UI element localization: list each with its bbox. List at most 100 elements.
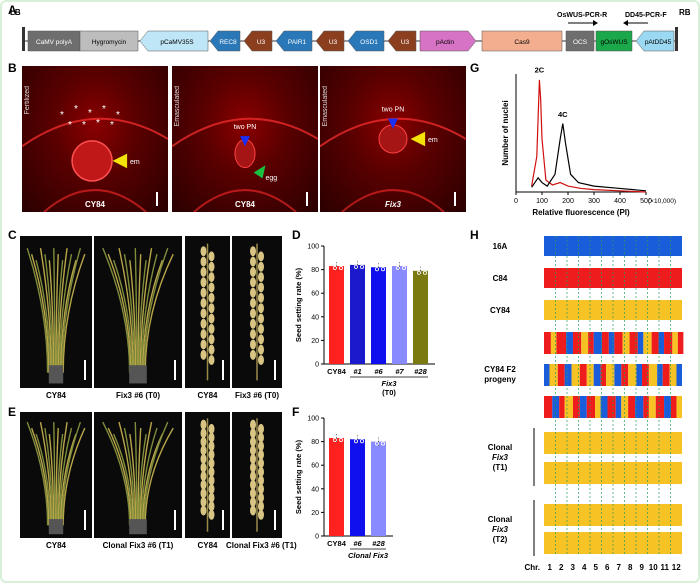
micrograph-1: * * * * * * * * * em Fertilized CY84 — [22, 66, 168, 212]
flow-cytometry-chart: 0 100 200 300 400 500(×10,000) Relative fluore… — [501, 65, 676, 217]
micrograph-side-label-2: Emasculated — [174, 86, 181, 127]
x-tick-label: 0 — [514, 198, 518, 205]
genotype-bar-f2-2 — [552, 396, 560, 418]
genotype-bar-f2-2 — [621, 396, 629, 418]
genotype-bar-f2-0 — [658, 332, 665, 354]
two-pn-label-3: two PN — [382, 106, 405, 113]
data-point — [414, 266, 419, 271]
x-tick-label: 400 — [614, 198, 626, 205]
data-point — [336, 434, 341, 439]
genotype-bar-f2-0 — [544, 332, 551, 354]
plantsE-photo-3 — [185, 412, 230, 538]
data-point — [351, 260, 356, 265]
genotype-bar-f2-1 — [676, 364, 682, 386]
plantsC-caption-2: Fix3 #6 (T0) — [115, 391, 160, 400]
egg-arrow-2 — [253, 165, 266, 179]
x-tick-label: 200 — [562, 198, 574, 205]
primer-f-label: DD45-PCR-F — [625, 12, 667, 19]
egg-label-2: egg — [265, 175, 277, 182]
construct-element-7 — [347, 30, 385, 52]
endosperm-star-4: * — [116, 110, 120, 121]
data-point — [381, 267, 386, 272]
genotype-row-label: Clonal — [488, 443, 512, 452]
chr-tick-label: 8 — [628, 563, 633, 572]
chr-tick-label: 7 — [617, 563, 622, 572]
scale-bar — [174, 510, 176, 530]
genotype-bar-f2-1 — [669, 364, 677, 386]
micrograph-side-label-3: Emasculated — [322, 86, 329, 127]
data-point — [357, 435, 362, 440]
data-point — [339, 438, 344, 443]
genotype-bar-f2-2 — [628, 396, 636, 418]
endosperm-star-5: * — [68, 120, 72, 131]
data-point — [399, 262, 404, 267]
plantsE-caption-3: CY84 — [197, 541, 218, 550]
data-point — [372, 437, 377, 442]
bar-#6 — [371, 267, 386, 364]
genotype-bar-f2-2 — [607, 396, 616, 418]
genotype-bar-f2-1 — [606, 364, 615, 386]
data-point — [336, 262, 341, 267]
y-axis-label: Seed setting rate (%) — [294, 439, 303, 514]
primer-f-head — [623, 20, 628, 26]
endosperm-star-2: * — [88, 108, 92, 119]
panel-label-b: B — [8, 61, 17, 75]
plantsC-photo-3 — [185, 236, 230, 388]
x-unit-label: (×10,000) — [648, 198, 676, 205]
y-tick-label: 80 — [311, 439, 319, 446]
construct-label-3: REC8 — [219, 39, 237, 46]
y-tick-label: 40 — [311, 314, 319, 321]
x-axis-label: Relative fluorescence (PI) — [532, 208, 630, 217]
endosperm-star-6: * — [82, 120, 86, 131]
genotype-bar-f2-1 — [549, 364, 558, 386]
endosperm-star-7: * — [96, 118, 100, 129]
x-tick-label: 500 — [640, 198, 652, 205]
bar-CY84 — [329, 438, 344, 536]
y-tick-label: 0 — [315, 534, 319, 541]
construct-element-10 — [481, 30, 563, 52]
genotype-bar-f2-0 — [622, 332, 630, 354]
data-point — [381, 441, 386, 446]
genotype-bar-f2-1 — [621, 364, 629, 386]
x-tick-label: 300 — [588, 198, 600, 205]
genotype-bar-f2-1 — [593, 364, 601, 386]
plantsC-caption-3: CY84 — [197, 391, 218, 400]
scale-bar — [222, 360, 224, 380]
genotype-row-label: 16A — [493, 242, 508, 251]
construct-label-6: U3 — [329, 39, 338, 46]
construct-label-0: CaMV polyA — [36, 39, 73, 46]
construct-element-13 — [635, 30, 675, 52]
y-axis-label: Seed setting rate (%) — [294, 267, 303, 342]
genotype-row-label: progeny — [484, 375, 516, 384]
construct-element-1 — [79, 30, 139, 52]
genotype-bar-f2-0 — [550, 332, 557, 354]
genotype-bar-f2-1 — [648, 364, 658, 386]
genotype-bar-f2-0 — [572, 332, 582, 354]
data-point — [360, 439, 365, 444]
peak-label-4c: 4C — [558, 110, 568, 119]
construct-label-7: OSD1 — [360, 39, 378, 46]
genotype-bar-f2-0 — [629, 332, 638, 354]
genotype-bar-f2-1 — [641, 364, 649, 386]
endosperm-star-0: * — [60, 110, 64, 121]
genotype-bar-t2a — [544, 504, 682, 526]
genotype-bar-f2-0 — [581, 332, 589, 354]
genotype-bar-f2-1 — [636, 364, 642, 386]
data-point — [333, 438, 338, 443]
y-tick-label: 80 — [311, 267, 319, 274]
group-sub-label: (T0) — [382, 388, 396, 397]
y-tick-label: 100 — [307, 416, 319, 423]
genotype-bar-f2-2 — [586, 396, 596, 418]
chr-tick-label: 10 — [649, 563, 658, 572]
data-point — [417, 270, 422, 275]
bar-#7 — [392, 266, 407, 364]
bar-CY84 — [329, 266, 344, 364]
genotype-bar-f2-1 — [571, 364, 580, 386]
plantsE-photo-4 — [232, 412, 282, 538]
genotype-bar-f2-0 — [637, 332, 644, 354]
genotype-bar-f2-2 — [643, 396, 649, 418]
data-point — [354, 439, 359, 444]
series-line-0 — [531, 79, 647, 193]
data-point — [330, 262, 335, 267]
